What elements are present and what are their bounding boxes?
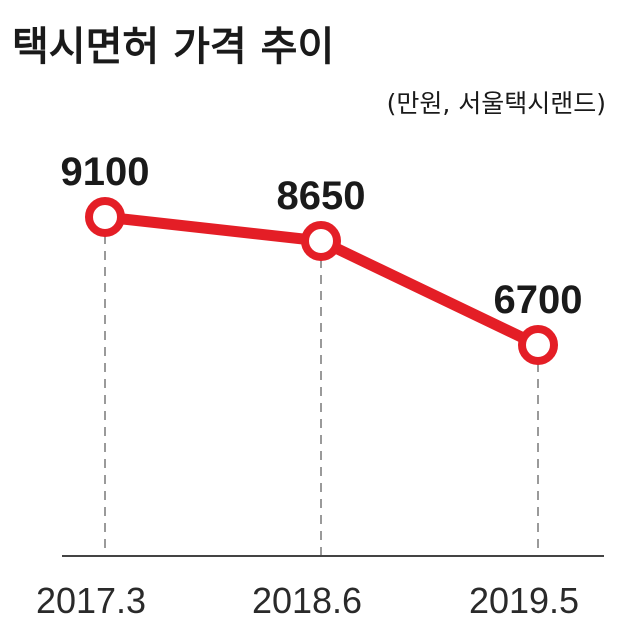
- x-tick-label: 2018.6: [252, 580, 362, 621]
- data-point: [518, 325, 558, 365]
- data-point: [85, 197, 125, 237]
- series-group: [85, 197, 558, 365]
- x-tick-label: 2017.3: [36, 580, 146, 621]
- value-labels: 9100 8650 6700: [61, 150, 583, 322]
- x-tick-labels: 2017.3 2018.6 2019.5: [36, 580, 579, 621]
- value-label: 9100: [61, 150, 150, 194]
- chart-subtitle: (만원, 서울택시랜드): [387, 89, 606, 118]
- x-tick-label: 2019.5: [469, 580, 579, 621]
- guide-lines: [104, 235, 539, 556]
- chart-title: 택시면허 가격 추이: [12, 24, 334, 70]
- value-label: 6700: [494, 278, 583, 322]
- data-point: [301, 221, 341, 261]
- value-label: 8650: [277, 174, 366, 218]
